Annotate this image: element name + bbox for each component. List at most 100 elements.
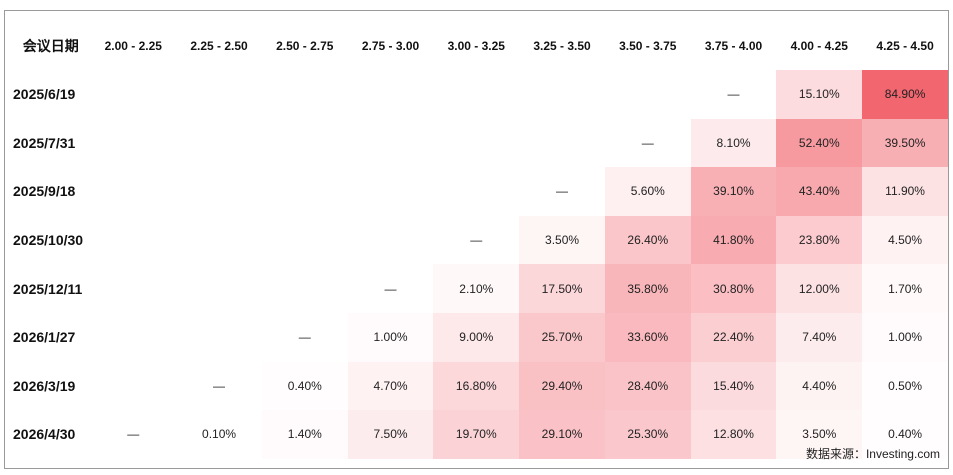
heatmap-cell [90, 70, 176, 119]
heatmap-cell: 12.80% [690, 410, 777, 459]
heatmap-cell [262, 264, 348, 313]
heatmap-cell: — [727, 87, 740, 102]
heatmap-cell: 28.40% [604, 361, 691, 411]
table-row: 2025/10/30 — 3.50% 26.40% 41.80% 23.80% 4.50% [11, 215, 948, 265]
column-header: 2.25 - 2.50 [190, 39, 248, 53]
table-row: 2026/1/27—1.00% 9.00% 25.70% 33.60% 22.40% 7.… [11, 312, 948, 362]
heatmap-cell: 33.60% [604, 312, 691, 362]
heatmap-cell: 15.10% [776, 70, 863, 119]
meeting-date: 2025/12/11 [13, 280, 83, 297]
heatmap-cell [176, 70, 262, 119]
heatmap-cell: 7.40% [776, 312, 863, 362]
column-header: 3.25 - 3.50 [533, 39, 591, 53]
column-header: 2.50 - 2.75 [276, 39, 334, 53]
heatmap-cell [262, 216, 348, 265]
heatmap-cell: 1.00% [862, 312, 948, 362]
heatmap-cell [605, 70, 691, 119]
heatmap-cell: 30.80% [690, 264, 777, 313]
heatmap-cell [433, 167, 519, 216]
heatmap-cell: 0.40% [862, 410, 948, 459]
chart-frame: 会议日期 2.00 - 2.25 2.25 - 2.50 2.50 - 2.75 2.… [4, 10, 949, 469]
heatmap-cell: 4.40% [776, 361, 863, 411]
column-header: 3.75 - 4.00 [704, 39, 763, 53]
heatmap-cell: — [470, 233, 483, 248]
heatmap-cell: 17.50% [519, 264, 605, 313]
heatmap-cell [176, 264, 262, 313]
heatmap-cell [90, 264, 176, 313]
heatmap-cell: 11.90% [862, 167, 948, 216]
heatmap-cell [348, 167, 434, 216]
heatmap-cell: 41.80% [690, 215, 777, 265]
heatmap-cell [90, 362, 176, 411]
heatmap-cell: 39.10% [690, 167, 777, 216]
heatmap-cell: 5.60% [604, 167, 691, 216]
heatmap-cell: 4.70% [347, 361, 434, 411]
heatmap-cell: — [556, 184, 569, 199]
column-header: 4.25 - 4.50 [876, 39, 934, 53]
heatmap-cell: 8.10% [690, 118, 777, 168]
heatmap-cell [262, 70, 348, 119]
heatmap-cell: 3.50% [519, 215, 605, 265]
meeting-date: 2025/10/30 [13, 232, 84, 249]
heatmap-cell: 1.00% [347, 312, 434, 362]
heatmap-cell: 43.40% [776, 167, 863, 216]
heatmap-cell: 4.50% [862, 215, 948, 265]
heatmap-cell [90, 216, 176, 265]
source-note: 数据来源：Investing.com [805, 447, 940, 461]
heatmap-cell [176, 167, 262, 216]
meeting-date: 2026/3/19 [13, 377, 76, 394]
heatmap-cell [176, 119, 262, 168]
heatmap-cell: 23.80% [776, 215, 863, 265]
table-row: 2026/3/19 — 0.40% 4.70% 16.80% 29.40% 28.40% 15… [11, 361, 948, 411]
column-header: 4.00 - 4.25 [790, 39, 848, 53]
heatmap-cell [348, 216, 434, 265]
heatmap-cell [519, 70, 605, 119]
heatmap-cell: 29.40% [519, 361, 605, 411]
meeting-date: 2025/6/19 [13, 86, 76, 103]
heatmap-cell: 29.10% [519, 410, 605, 459]
heatmap-cell [262, 167, 348, 216]
meeting-date: 2025/9/18 [13, 183, 76, 200]
heatmap-cell: — [298, 330, 311, 345]
heatmap-cell [519, 119, 605, 168]
column-header: 2.00 - 2.25 [104, 39, 162, 53]
heatmap-cell: 35.80% [604, 264, 691, 313]
heatmap-cell: 39.50% [862, 118, 948, 168]
table-row: 2025/6/19 — 15.10% 84.90% [11, 70, 948, 119]
table-row: 2025/7/31 — 8.10% 52.40% 39.50% [11, 118, 948, 168]
heatmap-cell: 25.70% [519, 312, 605, 362]
heatmap-cell [176, 313, 262, 362]
heatmap-cell [176, 216, 262, 265]
heatmap-cell: 7.50% [347, 410, 434, 459]
heatmap-cell [90, 119, 176, 168]
heatmap-body: 2025/6/19 — 15.10% 84.90% 2025/7/31 — 8.10% 52.… [11, 70, 948, 459]
heatmap-cell [348, 70, 434, 119]
table-row: 2026/4/30 — 0.10% 1.40% 7.50% 19.70% 29.10% 25.… [11, 410, 948, 459]
heatmap-cell: 1.70% [862, 264, 948, 313]
heatmap-cell: 12.00% [776, 264, 863, 313]
heatmap-cell: 1.40% [261, 410, 348, 459]
heatmap-cell: 25.30% [604, 410, 691, 459]
meeting-date: 2025/7/31 [13, 134, 76, 151]
column-header: 3.00 - 3.25 [447, 39, 505, 53]
heatmap-cell [433, 119, 519, 168]
meeting-date: 2026/1/27 [13, 329, 76, 346]
heatmap-cell [90, 167, 176, 216]
header-row: 会议日期 2.00 - 2.25 2.25 - 2.50 2.50 - 2.75 2.… [11, 22, 948, 70]
heatmap-cell [348, 119, 434, 168]
heatmap-cell: 2.10% [433, 264, 520, 313]
heatmap-cell: 9.00% [433, 312, 520, 362]
heatmap-cell: — [641, 135, 654, 150]
heatmap-cell: 15.40% [690, 361, 777, 411]
table-row: 2025/12/11 — 2.10% 17.50% 35.80% 30.80% 12.00%… [11, 264, 948, 313]
probability-heatmap: 会议日期 2.00 - 2.25 2.25 - 2.50 2.50 - 2.75 2.… [11, 22, 948, 459]
heatmap-cell: 0.50% [862, 361, 948, 411]
column-header: 2.75 - 3.00 [361, 39, 420, 53]
heatmap-cell: 3.50% [776, 410, 863, 459]
heatmap-cell: 26.40% [604, 215, 691, 265]
heatmap-cell: 84.90% [862, 70, 948, 119]
heatmap-cell: 52.40% [776, 118, 863, 168]
heatmap-cell [90, 313, 176, 362]
heatmap-cell: 19.70% [433, 410, 520, 459]
table-row: 2025/9/18 — 5.60% 39.10% 43.40% 11.90% [11, 167, 948, 216]
